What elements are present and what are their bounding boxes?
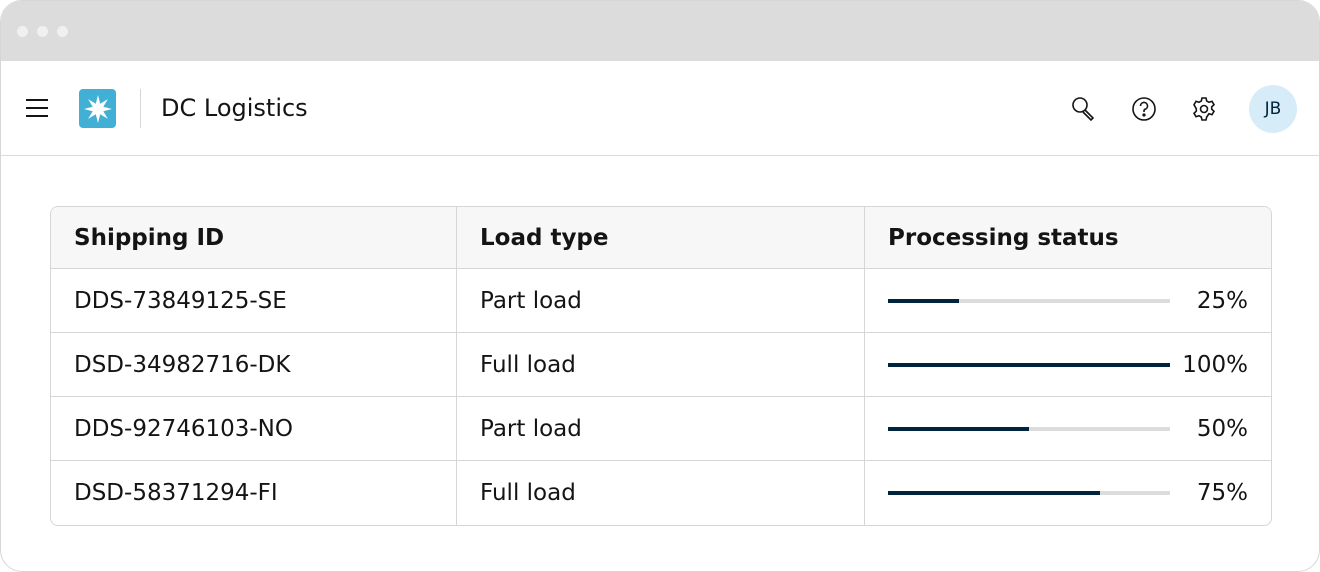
processing-status-cell: 100% xyxy=(865,333,1271,397)
progress-percent: 25% xyxy=(1196,287,1248,314)
load-type-cell: Full load xyxy=(457,333,865,397)
processing-status-cell: 50% xyxy=(865,397,1271,461)
help-icon[interactable] xyxy=(1131,96,1157,122)
shipping-id-cell: DSD-34982716-DK xyxy=(51,333,457,397)
shipping-id-cell: DDS-92746103-NO xyxy=(51,397,457,461)
search-icon[interactable] xyxy=(1071,96,1097,122)
progress-percent: 75% xyxy=(1196,480,1248,506)
processing-status-cell: 25% xyxy=(865,269,1271,333)
progress-percent: 50% xyxy=(1196,415,1248,442)
table-row[interactable]: DDS-92746103-NO Part load 50% xyxy=(51,397,1271,461)
table-row[interactable]: DSD-34982716-DK Full load 100% xyxy=(51,333,1271,397)
shipping-id-cell: DDS-73849125-SE xyxy=(51,269,457,333)
window-dot xyxy=(57,26,68,37)
progress-percent: 100% xyxy=(1182,351,1248,378)
logo-star-icon xyxy=(79,89,116,128)
app-header: DC Logistics JB xyxy=(1,61,1319,156)
table-row[interactable]: DDS-73849125-SE Part load 25% xyxy=(51,269,1271,333)
progress-bar-fill xyxy=(888,298,959,303)
progress-bar xyxy=(888,426,1170,431)
window-titlebar xyxy=(1,1,1319,61)
progress-bar xyxy=(888,298,1170,303)
app-title: DC Logistics xyxy=(161,94,308,122)
column-header-processing-status[interactable]: Processing status xyxy=(865,207,1271,269)
load-type-cell: Part load xyxy=(457,269,865,333)
user-avatar[interactable]: JB xyxy=(1249,85,1297,133)
column-header-shipping-id[interactable]: Shipping ID xyxy=(51,207,457,269)
table-header-row: Shipping ID Load type Processing status xyxy=(51,207,1271,269)
progress-bar-fill xyxy=(888,362,1170,367)
window-dot xyxy=(37,26,48,37)
progress-bar-fill xyxy=(888,491,1100,495)
progress-bar-fill xyxy=(888,426,1029,431)
shipping-id-cell: DSD-58371294-FI xyxy=(51,461,457,525)
window-dot xyxy=(17,26,28,37)
column-header-load-type[interactable]: Load type xyxy=(457,207,865,269)
menu-icon[interactable] xyxy=(26,99,48,117)
divider xyxy=(140,89,141,128)
load-type-cell: Part load xyxy=(457,397,865,461)
shipments-table: Shipping ID Load type Processing status … xyxy=(50,206,1272,526)
processing-status-cell: 75% xyxy=(865,461,1271,525)
table-row[interactable]: DSD-58371294-FI Full load 75% xyxy=(51,461,1271,525)
load-type-cell: Full load xyxy=(457,461,865,525)
progress-bar xyxy=(888,362,1170,367)
settings-icon[interactable] xyxy=(1191,96,1217,122)
progress-bar xyxy=(888,491,1170,495)
